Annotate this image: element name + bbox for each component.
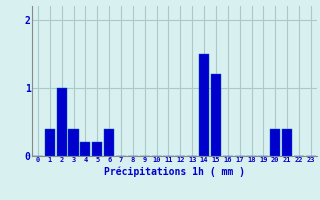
Bar: [211, 74, 221, 156]
Bar: [68, 129, 79, 156]
Bar: [104, 129, 114, 156]
Bar: [282, 129, 292, 156]
Bar: [270, 129, 280, 156]
Bar: [80, 142, 91, 156]
Bar: [45, 129, 55, 156]
X-axis label: Précipitations 1h ( mm ): Précipitations 1h ( mm ): [104, 166, 245, 177]
Bar: [57, 88, 67, 156]
Bar: [92, 142, 102, 156]
Bar: [199, 54, 209, 156]
